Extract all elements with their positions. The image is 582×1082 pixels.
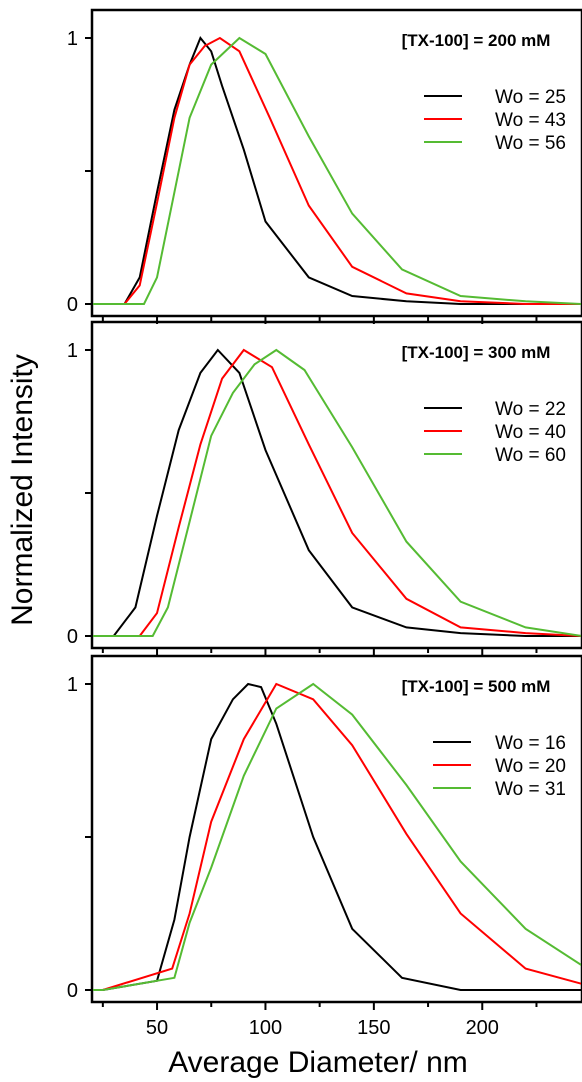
x-axis-label: Average Diameter/ nm <box>168 1046 468 1079</box>
legend-label: Wo = 40 <box>495 422 566 443</box>
y-tick-label: 0 <box>67 626 78 648</box>
x-tick-label: 200 <box>466 1017 499 1039</box>
x-tick-label: 150 <box>357 1017 390 1039</box>
series-line-3 <box>93 36 581 305</box>
y-tick-label: 1 <box>67 28 78 50</box>
x-tick-label: 100 <box>249 1017 282 1039</box>
y-tick-label: 1 <box>67 340 78 362</box>
y-tick-label: 0 <box>67 294 78 316</box>
series-line-2 <box>93 682 581 991</box>
y-axis-label: Normalized Intensity <box>6 354 39 626</box>
series-line-2 <box>93 348 581 637</box>
series-line-1 <box>93 682 581 991</box>
legend-label: Wo = 43 <box>495 110 566 131</box>
series-line-3 <box>93 348 581 637</box>
plot-frame <box>90 320 582 650</box>
legend-label: Wo = 60 <box>495 445 566 466</box>
legend-label: Wo = 25 <box>495 87 566 108</box>
x-tick-label: 50 <box>146 1017 168 1039</box>
panel-title: [TX-100] = 500 mM <box>402 677 551 696</box>
panel-title: [TX-100] = 300 mM <box>402 343 551 362</box>
series-line-1 <box>93 348 581 637</box>
legend-label: Wo = 22 <box>495 399 566 420</box>
series-line-1 <box>93 36 581 305</box>
plot-frame <box>90 654 582 1004</box>
legend-label: Wo = 20 <box>495 756 566 777</box>
legend-label: Wo = 31 <box>495 779 566 800</box>
series-line-2 <box>93 36 581 305</box>
panel-title: [TX-100] = 200 mM <box>402 31 551 50</box>
legend-label: Wo = 16 <box>495 733 566 754</box>
y-tick-label: 0 <box>67 980 78 1002</box>
plot-frame <box>90 8 582 318</box>
y-tick-label: 1 <box>67 674 78 696</box>
series-line-3 <box>93 682 581 991</box>
legend-label: Wo = 56 <box>495 133 566 154</box>
